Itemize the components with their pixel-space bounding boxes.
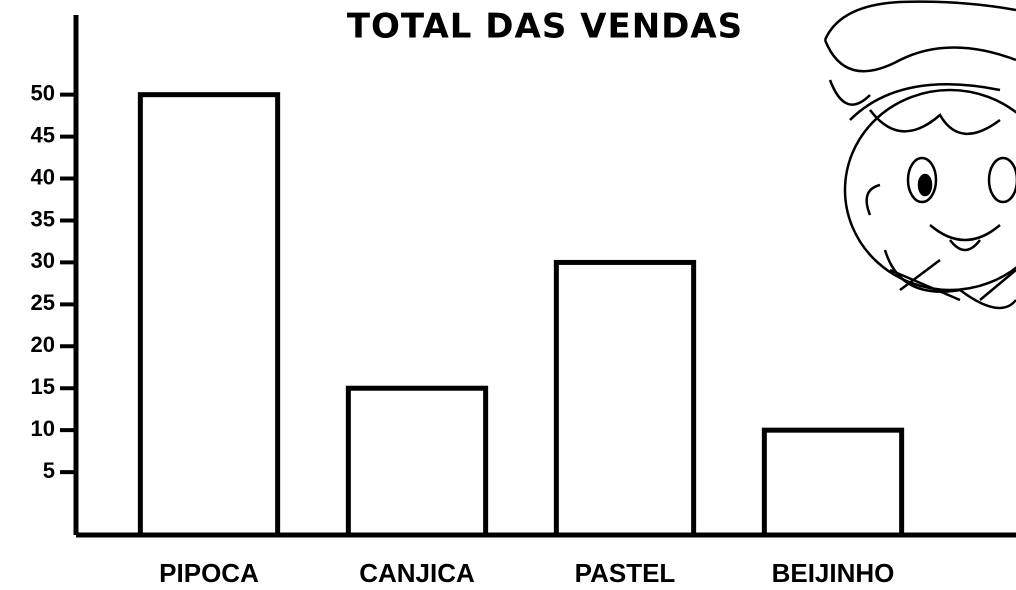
- y-tick-label: 10: [31, 416, 55, 441]
- x-tick-label: BEIJINHO: [772, 558, 895, 588]
- bar: [556, 262, 693, 535]
- y-tick-label: 20: [31, 332, 55, 357]
- y-tick-label: 5: [43, 458, 55, 483]
- bar: [764, 430, 901, 535]
- y-tick-label: 50: [31, 80, 55, 105]
- y-tick-label: 35: [31, 206, 55, 231]
- y-tick-label: 30: [31, 248, 55, 273]
- chart-title: TOTAL DAS VENDAS: [347, 7, 743, 47]
- y-tick-label: 15: [31, 374, 55, 399]
- chart: TOTAL DAS VENDAS 5 10 15 20 25 30 35 40 45 50 PIPO…: [0, 0, 1016, 590]
- bar: [348, 388, 485, 535]
- y-tick-label: 40: [31, 164, 55, 189]
- bar: [140, 95, 277, 535]
- x-tick-label: CANJICA: [359, 558, 475, 588]
- y-tick-label: 25: [31, 290, 55, 315]
- cartoon-boy: [825, 2, 1016, 308]
- x-tick-label: PASTEL: [575, 558, 676, 588]
- y-tick-label: 45: [31, 122, 55, 147]
- x-tick-label: PIPOCA: [159, 558, 259, 588]
